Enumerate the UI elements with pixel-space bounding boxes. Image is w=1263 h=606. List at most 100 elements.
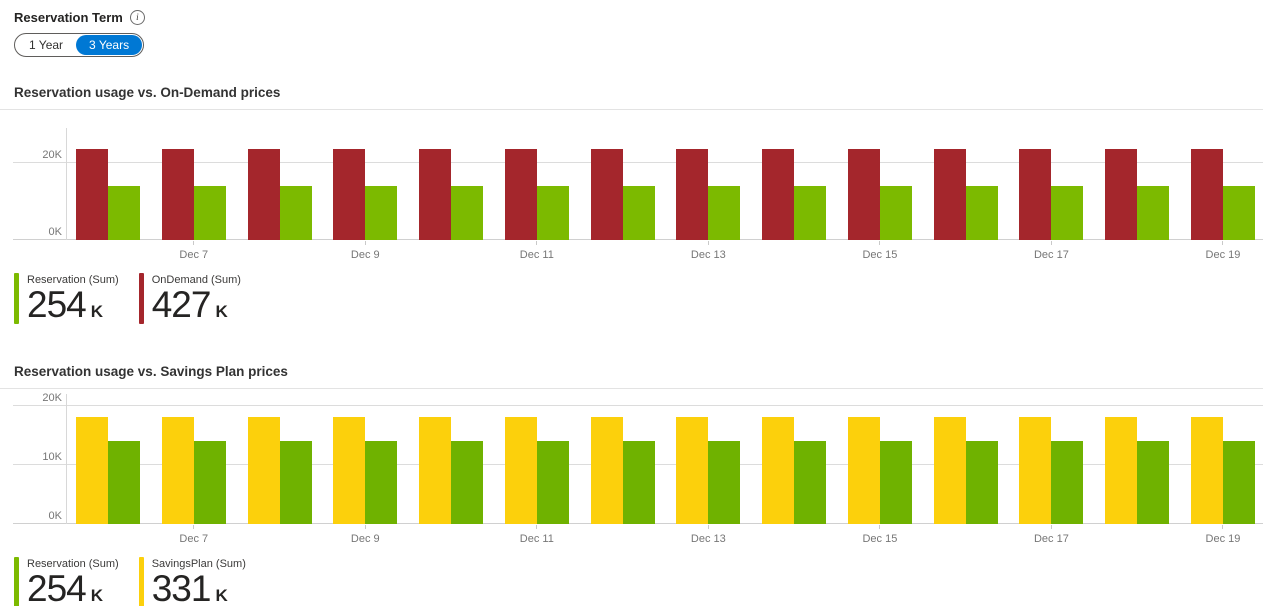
bar-reservation-sum[interactable] [708, 185, 741, 240]
legend-value: 331 [151, 567, 212, 606]
bar-reservation-sum[interactable] [965, 185, 998, 240]
bar-reservation-sum[interactable] [1051, 185, 1084, 240]
bar-reservation-sum[interactable] [1051, 441, 1084, 524]
bar-ondemand-sum[interactable] [333, 149, 366, 240]
x-axis-label [1105, 241, 1169, 265]
bar-reservation-sum[interactable] [879, 185, 912, 240]
bar-reservation-sum[interactable] [365, 185, 398, 240]
bar-savingsplan-sum[interactable] [161, 417, 194, 524]
x-axis-label: Dec 17 [1019, 524, 1083, 549]
bar-group [161, 149, 226, 240]
bar-reservation-sum[interactable] [536, 441, 569, 524]
bar-reservation-sum[interactable] [622, 441, 655, 524]
x-axis-label-text: Dec 19 [1205, 532, 1241, 545]
bar-ondemand-sum[interactable] [419, 149, 452, 240]
bar-reservation-sum[interactable] [108, 441, 140, 524]
bar-reservation-sum[interactable] [1222, 185, 1255, 240]
bar-reservation-sum[interactable] [193, 441, 226, 524]
bars-region [76, 394, 1255, 524]
legend-totals: Reservation (Sum) 254 K OnDemand (Sum) 427 K [14, 273, 1263, 324]
toggle-option-1-year[interactable]: 1 Year [29, 38, 64, 52]
x-axis-label-text: Dec 17 [1033, 532, 1069, 545]
y-axis-label: 0K [48, 226, 62, 238]
x-axis-label-text: Dec 13 [690, 249, 726, 261]
bar-ondemand-sum[interactable] [590, 149, 623, 240]
bar-ondemand-sum[interactable] [1019, 149, 1052, 240]
bar-reservation-sum[interactable] [794, 441, 827, 524]
x-axis-label [76, 525, 140, 549]
bar-reservation-sum[interactable] [1222, 441, 1255, 524]
bar-savingsplan-sum[interactable] [676, 417, 709, 524]
bar-reservation-sum[interactable] [794, 185, 827, 240]
bar-reservation-sum[interactable] [451, 185, 484, 240]
tick-mark [364, 241, 366, 245]
bar-group [1019, 417, 1084, 524]
bar-savingsplan-sum[interactable] [419, 417, 452, 524]
legend-value: 254 [27, 567, 87, 606]
tick-mark [1050, 241, 1052, 245]
bar-reservation-sum[interactable] [708, 441, 741, 524]
bar-savingsplan-sum[interactable] [247, 417, 280, 524]
bar-ondemand-sum[interactable] [762, 149, 795, 240]
bar-group [1019, 149, 1084, 240]
bar-reservation-sum[interactable] [193, 185, 226, 240]
bar-ondemand-sum[interactable] [847, 149, 880, 240]
bar-group [676, 417, 741, 524]
bar-savingsplan-sum[interactable] [1190, 417, 1223, 524]
bar-group [590, 417, 655, 524]
bar-savingsplan-sum[interactable] [933, 417, 966, 524]
bar-ondemand-sum[interactable] [933, 149, 966, 240]
gridline [13, 161, 1263, 163]
reservation-term-row: Reservation Term i [14, 10, 1263, 25]
x-axis-label: Dec 9 [333, 241, 397, 265]
bar-reservation-sum[interactable] [622, 185, 655, 240]
bar-savingsplan-sum[interactable] [847, 417, 880, 524]
legend-accent-bar [138, 273, 144, 324]
bar-group [676, 149, 741, 240]
bar-reservation-sum[interactable] [1137, 441, 1170, 524]
bar-reservation-sum[interactable] [365, 441, 398, 524]
x-axis: Dec 7 Dec 9 Dec 11 Dec 13 Dec 15 Dec 17 Dec 19 [76, 524, 1255, 549]
bar-reservation-sum[interactable] [536, 185, 569, 240]
toggle-option-3-years[interactable]: 3 Years [76, 35, 143, 55]
bar-savingsplan-sum[interactable] [333, 417, 366, 524]
bar-savingsplan-sum[interactable] [762, 417, 795, 524]
legend-label: Reservation (Sum) [27, 557, 119, 570]
legend-label: OnDemand (Sum) [151, 274, 241, 286]
bar-group [76, 417, 140, 524]
tick-mark [879, 524, 881, 529]
legend-value: 254 [27, 284, 87, 325]
bar-ondemand-sum[interactable] [676, 149, 709, 240]
legend-value-row: 331 K [151, 567, 246, 606]
bar-ondemand-sum[interactable] [1105, 149, 1138, 240]
bar-reservation-sum[interactable] [451, 441, 484, 524]
x-axis-label-text: Dec 9 [350, 249, 380, 261]
x-axis-label [248, 241, 312, 265]
bar-group [590, 149, 655, 240]
bar-reservation-sum[interactable] [965, 441, 998, 524]
bar-reservation-sum[interactable] [279, 185, 312, 240]
bar-savingsplan-sum[interactable] [76, 417, 108, 524]
bar-group [1105, 417, 1170, 524]
bar-ondemand-sum[interactable] [504, 149, 537, 240]
bar-ondemand-sum[interactable] [161, 149, 194, 240]
bar-savingsplan-sum[interactable] [1019, 417, 1052, 524]
bar-reservation-sum[interactable] [108, 185, 140, 240]
bar-savingsplan-sum[interactable] [504, 417, 537, 524]
bar-group [847, 417, 912, 524]
bar-group [762, 417, 827, 524]
x-axis-label-text: Dec 11 [519, 249, 554, 261]
bar-savingsplan-sum[interactable] [1105, 417, 1138, 524]
bar-savingsplan-sum[interactable] [590, 417, 623, 524]
legend-label: Reservation (Sum) [27, 274, 119, 286]
bar-group [161, 417, 226, 524]
bar-reservation-sum[interactable] [279, 441, 312, 524]
bar-group [247, 149, 312, 240]
bar-ondemand-sum[interactable] [76, 149, 108, 240]
info-icon[interactable]: i [129, 10, 145, 25]
bar-reservation-sum[interactable] [1137, 185, 1170, 240]
bar-reservation-sum[interactable] [879, 441, 912, 524]
bar-ondemand-sum[interactable] [247, 149, 280, 240]
x-axis-label: Dec 17 [1019, 241, 1083, 265]
bar-ondemand-sum[interactable] [1190, 149, 1223, 240]
